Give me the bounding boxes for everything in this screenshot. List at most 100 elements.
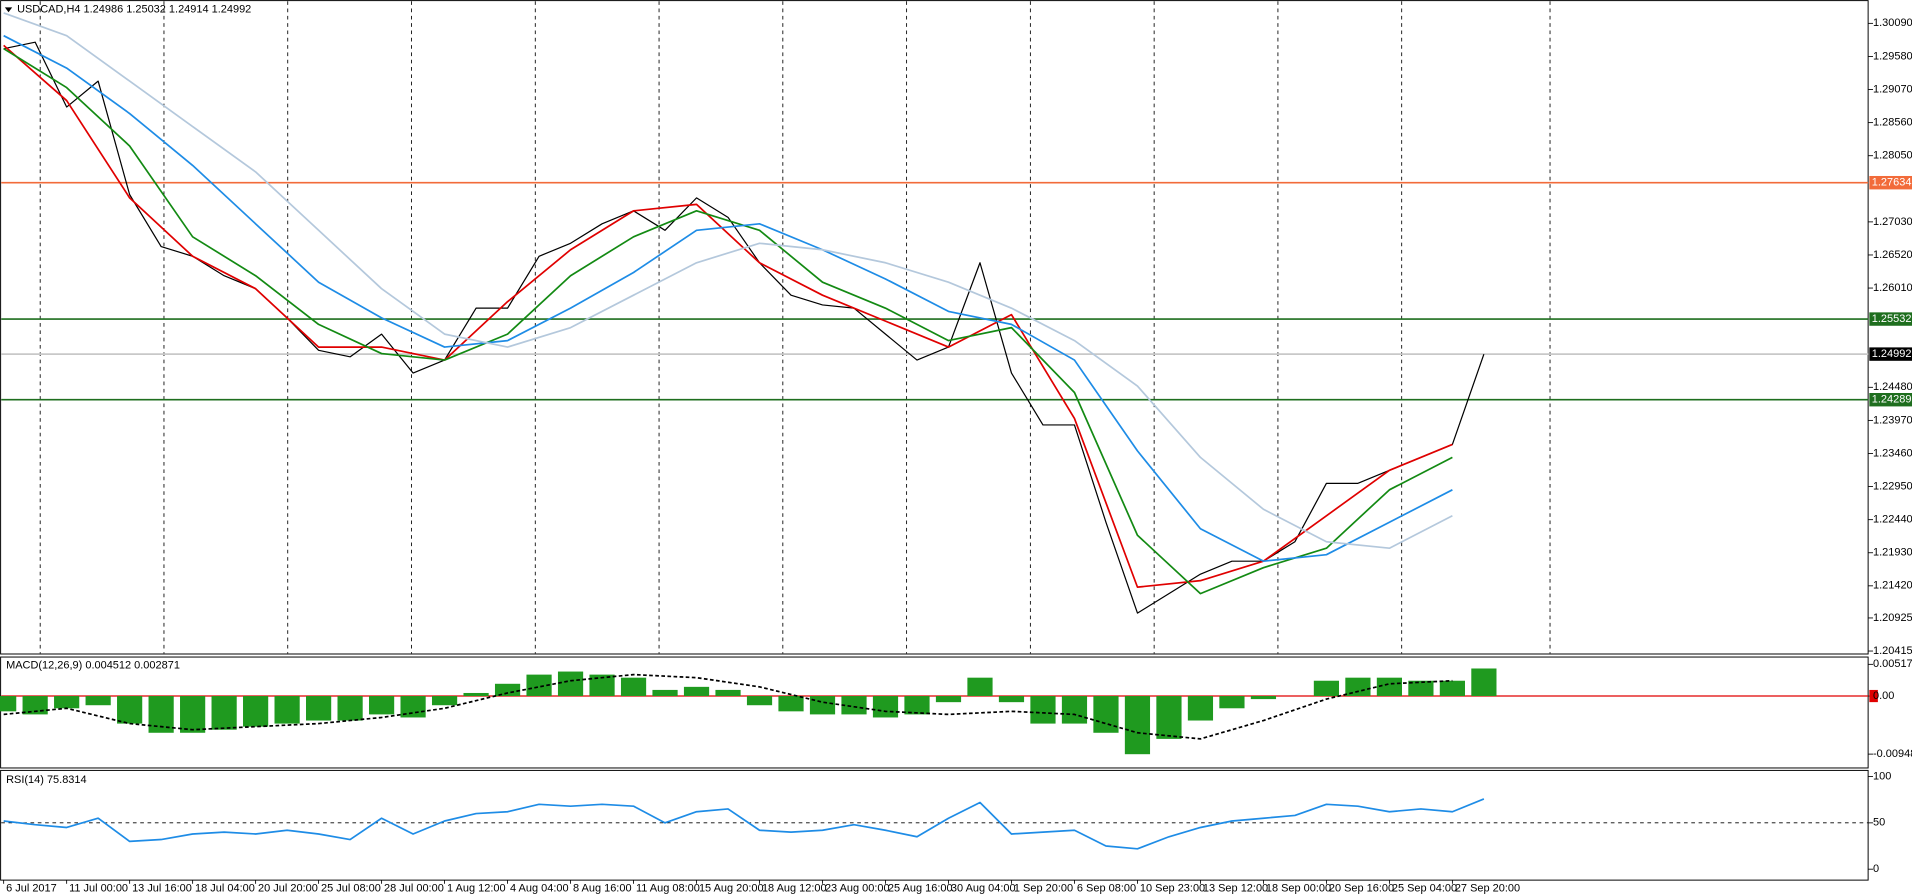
y-tick-label: 1.30090 [1873,17,1912,29]
level-label: 1.24992 [1872,348,1912,360]
macd-bar [117,696,143,724]
x-tick-label: 25 Jul 08:00 [321,883,381,895]
x-tick-label: 15 Aug 20:00 [699,883,764,895]
macd-bar [306,696,332,721]
y-tick-label: 0 [1873,863,1879,875]
macd-bar [1219,696,1245,709]
y-tick-label: 0.00 [1873,690,1894,702]
level-label-box [1869,392,1912,407]
macd-bar [1471,668,1497,697]
y-tick-label: 1.20415 [1873,645,1912,657]
level-label-box [1869,312,1912,326]
macd-bar [526,674,552,697]
macd-bar [904,696,930,715]
y-tick-label: 1.26010 [1873,282,1912,294]
y-tick-label: 1.22950 [1873,480,1912,492]
x-tick-label: 8 Aug 16:00 [573,883,632,895]
macd-bar [463,692,489,697]
macd-bar [1030,696,1056,724]
x-tick-label: 28 Jul 00:00 [384,883,444,895]
y-tick-label: 1.24480 [1873,381,1912,393]
y-tick-label: 1.26520 [1873,249,1912,261]
macd-bar [1376,677,1403,697]
macd-bar [85,696,111,706]
y-tick-label: 1.28560 [1873,117,1912,129]
macd-bar [243,696,269,727]
x-tick-label: 18 Jul 04:00 [195,883,255,895]
panel-title: USDCAD,H4 1.24986 1.25032 1.24914 1.2499… [17,4,251,16]
main-panel-frame [0,0,1869,655]
macd-bar [180,696,206,733]
macd-bar [841,696,867,715]
panel-title: MACD(12,26,9) 0.004512 0.002871 [6,659,180,671]
macd-bar [557,671,584,697]
x-tick-label: 10 Sep 23:00 [1140,883,1205,895]
macd-bar [652,689,678,697]
indicator-line [3,44,1453,588]
y-tick-label: 1.27030 [1873,216,1912,228]
indicator-line [3,798,1485,850]
x-tick-label: 1 Sep 20:00 [1014,883,1073,895]
indicator-line [3,34,1453,563]
x-tick-label: 23 Aug 00:00 [825,883,890,895]
macd-bar [22,696,48,715]
level-label: 1.25532 [1872,313,1912,325]
indicator-line [3,47,1453,595]
macd-bar [494,683,521,697]
x-tick-label: 18 Aug 12:00 [762,883,827,895]
macd-bar [0,696,17,712]
level-label-box [1869,347,1912,361]
symbol-menu-icon[interactable] [4,7,13,13]
x-tick-label: 6 Sep 08:00 [1077,883,1136,895]
rsi-panel-frame [0,769,1869,881]
panel-title: RSI(14) 75.8314 [6,774,87,786]
y-tick-label: 1.21930 [1873,547,1912,559]
macd-bar [589,674,615,697]
macd-bar [809,696,836,715]
x-tick-label: 18 Sep 00:00 [1266,883,1331,895]
y-tick-label: 1.22440 [1873,514,1912,526]
x-tick-label: 25 Sep 04:00 [1392,883,1457,895]
y-tick-label: 1.29580 [1873,50,1912,62]
level-label: 1.24289 [1872,394,1912,406]
macd-bar [1439,680,1465,697]
macd-panel-frame [0,656,1869,769]
macd-bar [998,696,1025,703]
y-tick-label: 1.21420 [1873,580,1912,592]
macd-bar [368,696,395,715]
x-tick-label: 4 Aug 04:00 [510,883,569,895]
x-tick-label: 6 Jul 2017 [6,883,57,895]
y-tick-label: 1.28050 [1873,150,1912,162]
macd-bar [715,689,741,697]
macd-bar [337,696,363,721]
macd-bar [1061,696,1088,724]
macd-bar [211,696,237,730]
macd-bar [746,696,773,706]
indicator-line [3,12,1453,550]
x-tick-label: 13 Sep 12:00 [1203,883,1268,895]
level-label: 1.27634 [1872,177,1912,189]
x-tick-label: 25 Aug 16:00 [888,883,953,895]
y-tick-label: 1.29070 [1873,83,1912,95]
macd-bar [872,696,899,718]
macd-bar [683,686,710,697]
x-tick-label: 20 Sep 16:00 [1329,883,1394,895]
macd-bar [1408,680,1434,697]
y-tick-label: -0.009487 [1873,748,1912,760]
indicator-line [3,673,1453,740]
macd-bar [431,696,458,706]
macd-bar [778,696,804,712]
y-tick-label: 100 [1873,770,1891,782]
y-tick-label: 1.23970 [1873,414,1912,426]
macd-bar [400,696,426,718]
macd-bar [1124,696,1151,755]
x-tick-label: 30 Aug 04:00 [951,883,1016,895]
y-tick-label: 0.005178 [1873,658,1912,670]
macd-bar [967,677,993,697]
zero-label-box [1869,689,1878,703]
macd-bar [1187,696,1214,721]
macd-bar [1345,677,1371,697]
